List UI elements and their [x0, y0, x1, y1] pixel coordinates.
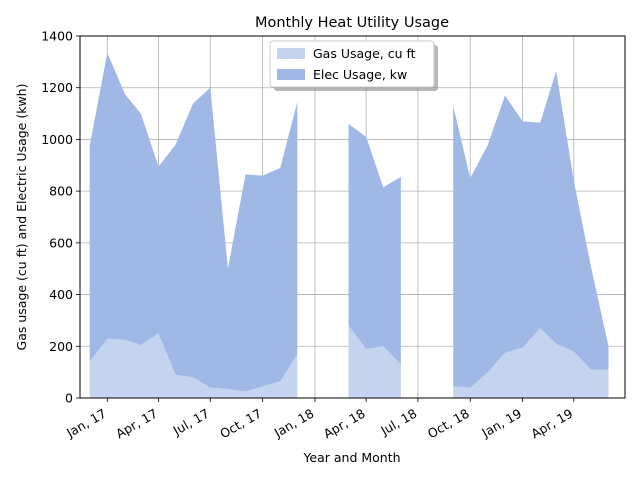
legend-label-gas: Gas Usage, cu ft	[313, 46, 416, 61]
legend-box	[269, 40, 435, 88]
y-tick-label: 600	[49, 235, 73, 250]
elec-area-segment	[348, 123, 401, 365]
y-axis: 0 200 400 600 800 1000 1200 1400	[41, 29, 80, 406]
plot-areas	[89, 52, 609, 398]
y-tick-label: 1400	[41, 29, 73, 44]
y-axis-label: Gas usage (cu ft) and Electric Usage (kw…	[14, 84, 29, 351]
legend-swatch-gas	[277, 48, 305, 59]
x-axis-label: Year and Month	[302, 450, 400, 465]
gas-area-segment	[453, 328, 609, 398]
y-tick-label: 1200	[41, 80, 73, 95]
plot-frame	[79, 35, 626, 399]
y-tick-label: 200	[49, 339, 73, 354]
y-tick-label: 800	[49, 184, 73, 199]
legend: Gas Usage, cu ft Elec Usage, kw	[269, 40, 438, 91]
gas-area-segment	[348, 325, 401, 398]
chart-title: Monthly Heat Utility Usage	[255, 15, 449, 31]
elec-area-segment	[89, 52, 298, 392]
elec-area-segment	[453, 70, 609, 388]
legend-swatch-elec	[277, 69, 305, 80]
legend-label-elec: Elec Usage, kw	[313, 67, 407, 82]
gas-area-segment	[89, 333, 298, 398]
y-tick-label: 1000	[41, 132, 73, 147]
y-tick-label: 400	[49, 287, 73, 302]
y-tick-label: 0	[65, 391, 73, 406]
